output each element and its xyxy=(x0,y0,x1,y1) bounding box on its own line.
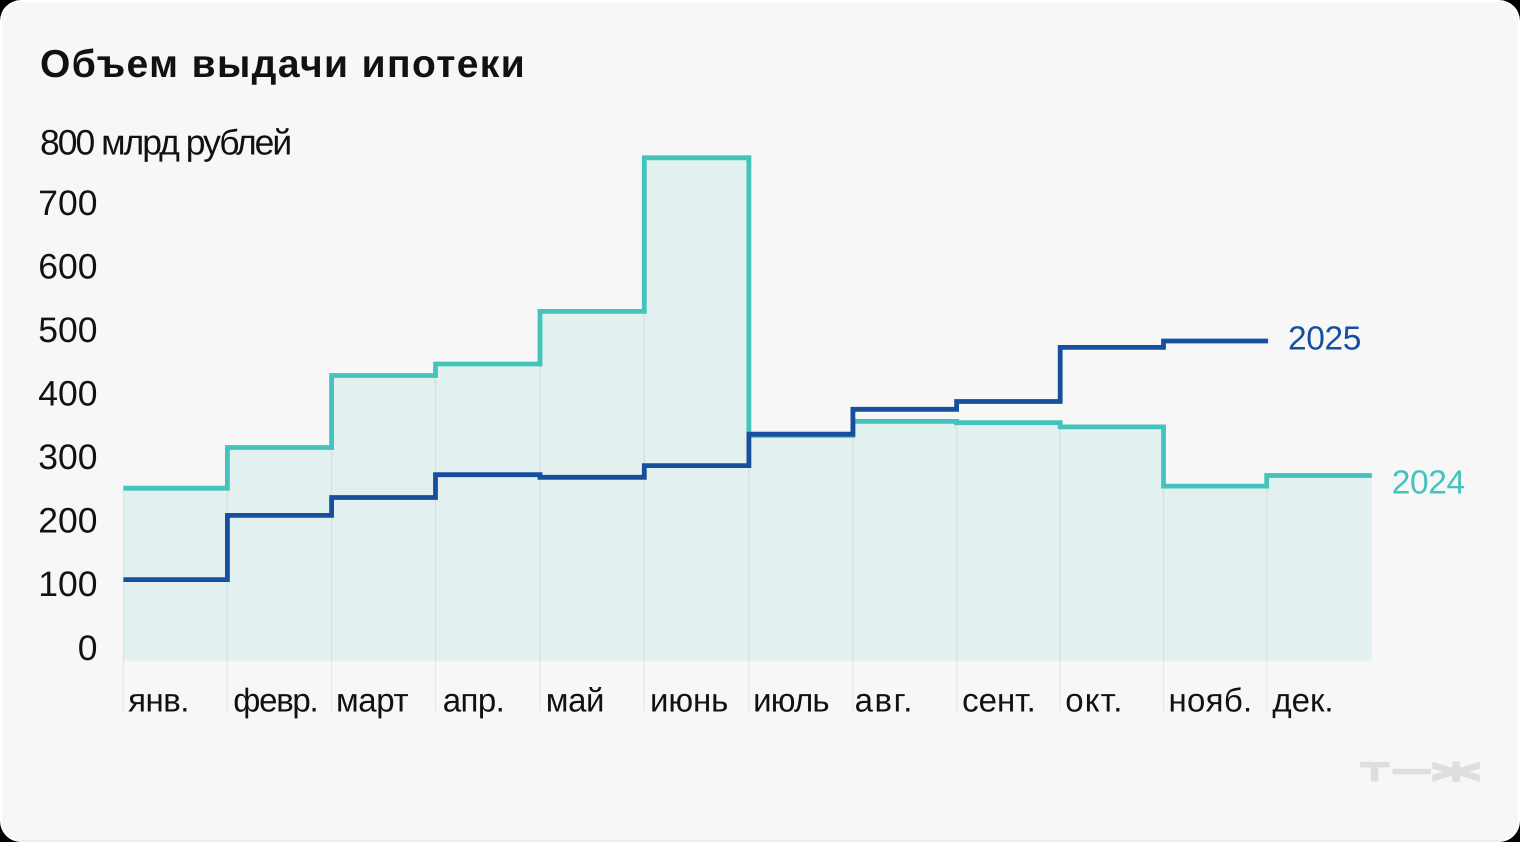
svg-text:июнь: июнь xyxy=(650,682,728,719)
svg-text:май: май xyxy=(546,682,604,719)
svg-text:окт.: окт. xyxy=(1065,682,1123,719)
svg-text:500: 500 xyxy=(38,310,97,350)
svg-text:600: 600 xyxy=(38,247,97,287)
svg-text:апр.: апр. xyxy=(443,682,504,719)
svg-text:март: март xyxy=(336,682,408,719)
svg-text:0: 0 xyxy=(78,628,98,668)
svg-text:дек.: дек. xyxy=(1272,682,1333,719)
svg-text:2025: 2025 xyxy=(1288,321,1361,358)
svg-text:400: 400 xyxy=(38,374,97,414)
svg-text:2024: 2024 xyxy=(1392,465,1465,502)
svg-text:нояб.: нояб. xyxy=(1169,682,1253,719)
svg-text:авг.: авг. xyxy=(855,682,914,719)
svg-text:800 млрд рублей: 800 млрд рублей xyxy=(40,123,290,163)
svg-text:июль: июль xyxy=(753,682,829,719)
svg-text:Объем выдачи ипотеки: Объем выдачи ипотеки xyxy=(40,43,526,86)
svg-text:сент.: сент. xyxy=(962,682,1036,719)
svg-text:янв.: янв. xyxy=(128,682,189,719)
svg-text:100: 100 xyxy=(38,564,97,604)
svg-text:700: 700 xyxy=(38,183,97,223)
svg-text:февр.: февр. xyxy=(233,682,317,719)
svg-text:300: 300 xyxy=(38,437,97,477)
svg-text:200: 200 xyxy=(38,501,97,541)
